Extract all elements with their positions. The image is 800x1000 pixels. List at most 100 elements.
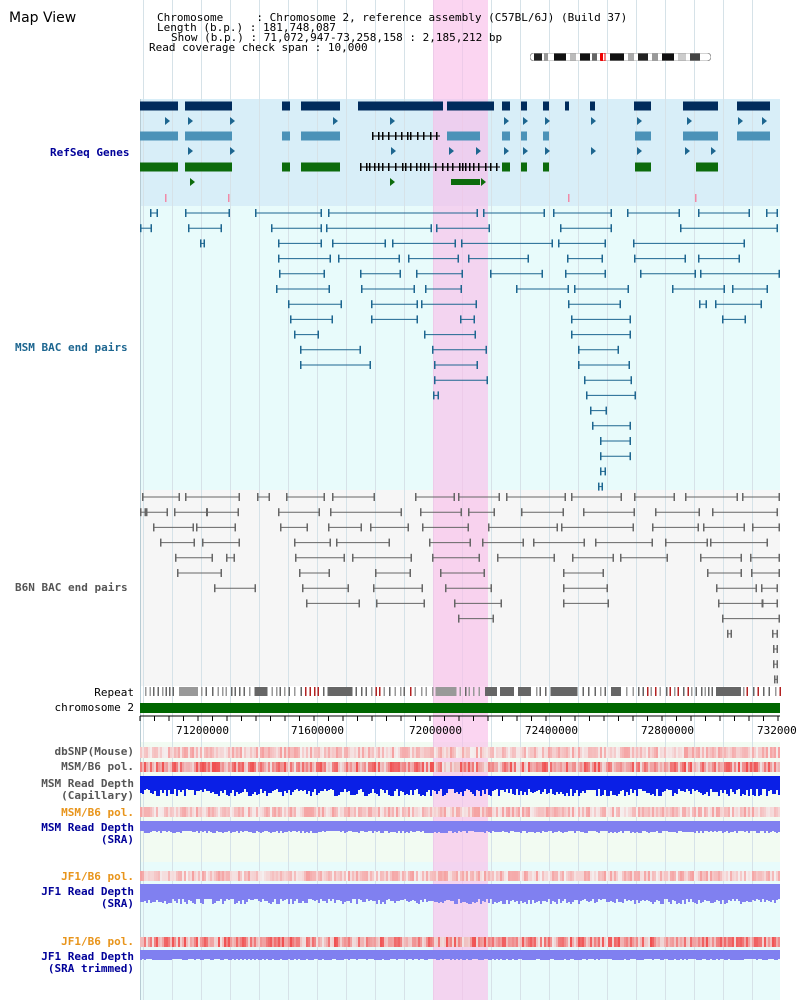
polymorphism-cell [738,762,740,772]
polymorphism-cell [570,762,572,772]
b6n-bac-end [328,569,330,577]
refseq-track-label[interactable]: RefSeq Genes [50,146,130,159]
polymorphism-cell [730,871,732,881]
polymorphism-cell [208,871,210,881]
polymorphism-cell [762,807,764,817]
polymorphism-cell [206,871,208,881]
read-depth-bar [354,884,356,899]
refseq-exon-tick [395,132,397,140]
refseq-gene-exon [635,131,651,141]
jf1-b6-pol-label-1[interactable]: JF1/B6 pol. [61,870,134,883]
polymorphism-cell [414,871,416,881]
polymorphism-cell [746,807,748,817]
b6n-bac-track-label[interactable]: B6N BAC end pairs [15,581,128,594]
read-depth-bar [170,884,172,903]
read-depth-bar [208,950,210,959]
polymorphism-cell [332,747,334,758]
polymorphism-cell [696,871,698,881]
read-depth-bar [404,776,406,795]
polymorphism-cell [292,747,294,758]
read-depth-bar [718,821,720,831]
polymorphism-cell [576,937,578,947]
b6n-bac-end [620,553,622,562]
polymorphism-cell [472,871,474,881]
msm-b6-pol-label-2[interactable]: MSM/B6 pol. [61,806,134,819]
read-depth-bar [176,884,178,903]
msm-bac-end [457,254,459,263]
msm-bac-end [425,285,427,293]
read-depth-bar [216,821,218,831]
polymorphism-cell [152,871,154,881]
polymorphism-cell [402,807,404,817]
msm-depth-capillary-label[interactable]: MSM Read Depth (Capillary) [41,778,134,802]
read-depth-bar [274,950,276,960]
polymorphism-cell [564,747,566,758]
polymorphism-cell [460,807,462,817]
polymorphism-cell [492,762,494,772]
polymorphism-cell [308,807,310,817]
polymorphism-cell [762,762,764,772]
polymorphism-cell [516,762,518,772]
read-depth-bar [572,776,574,796]
msm-b6-pol-label-1[interactable]: MSM/B6 pol. [61,760,134,773]
polymorphism-cell [498,807,500,817]
polymorphism-cell [580,871,582,881]
polymorphism-cell [184,762,186,772]
repeat-track-label[interactable]: Repeat [94,686,134,699]
polymorphism-cell [728,871,730,881]
msm-bac-end [700,269,702,278]
read-depth-bar [362,950,364,959]
b6n-bac-end [612,553,614,562]
read-depth-bar [380,821,382,833]
read-depth-bar [318,884,320,903]
chromosome-ideogram[interactable] [530,53,711,61]
read-depth-bar [668,776,670,790]
polymorphism-cell [604,762,606,772]
msm-bac-track-label[interactable]: MSM BAC end pairs [15,341,128,354]
polymorphism-cell [410,807,412,817]
read-depth-bar [210,950,212,960]
read-depth-bar [590,950,592,959]
polymorphism-cell [194,762,196,772]
polymorphism-cell [650,871,652,881]
read-depth-bar [588,950,590,959]
repeat-block [271,687,273,696]
polymorphism-cell [738,747,740,758]
read-depth-bar [758,776,760,796]
read-depth-bar [324,884,326,901]
read-depth-bar [444,950,446,959]
read-depth-bar [552,776,554,794]
jf1-b6-pol-label-2[interactable]: JF1/B6 pol. [61,935,134,948]
polymorphism-cell [362,762,364,772]
jf1-depth-trimmed-label[interactable]: JF1 Read Depth (SRA trimmed) [41,951,134,975]
polymorphism-cell [292,871,294,881]
read-depth-bar [496,884,498,903]
read-depth-bar [508,821,510,833]
b6n-bac-end [778,569,780,577]
read-depth-bar [270,776,272,793]
read-depth-bar [660,884,662,904]
polymorphism-cell [640,937,642,947]
read-depth-bar [412,884,414,900]
read-depth-bar [410,950,412,959]
polymorphism-cell [406,762,408,772]
jf1-depth-sra-label[interactable]: JF1 Read Depth (SRA) [41,886,134,910]
polymorphism-cell [244,871,246,881]
read-depth-bar [186,950,188,960]
polymorphism-cell [434,762,436,772]
polymorphism-cell [562,937,564,947]
read-depth-bar [284,776,286,791]
read-depth-bar [244,884,246,904]
polymorphism-cell [292,762,294,772]
grid-line [259,0,260,1000]
polymorphism-cell [324,937,326,947]
read-depth-bar [152,776,154,794]
read-depth-bar [462,884,464,902]
polymorphism-cell [694,807,696,817]
chromosome-track-label[interactable]: chromosome 2 [54,701,134,714]
msm-depth-sra-label[interactable]: MSM Read Depth (SRA) [41,822,134,846]
polymorphism-cell [364,762,366,772]
read-depth-bar [426,884,428,902]
dbsnp-track-label[interactable]: dbSNP(Mouse) [54,745,134,758]
